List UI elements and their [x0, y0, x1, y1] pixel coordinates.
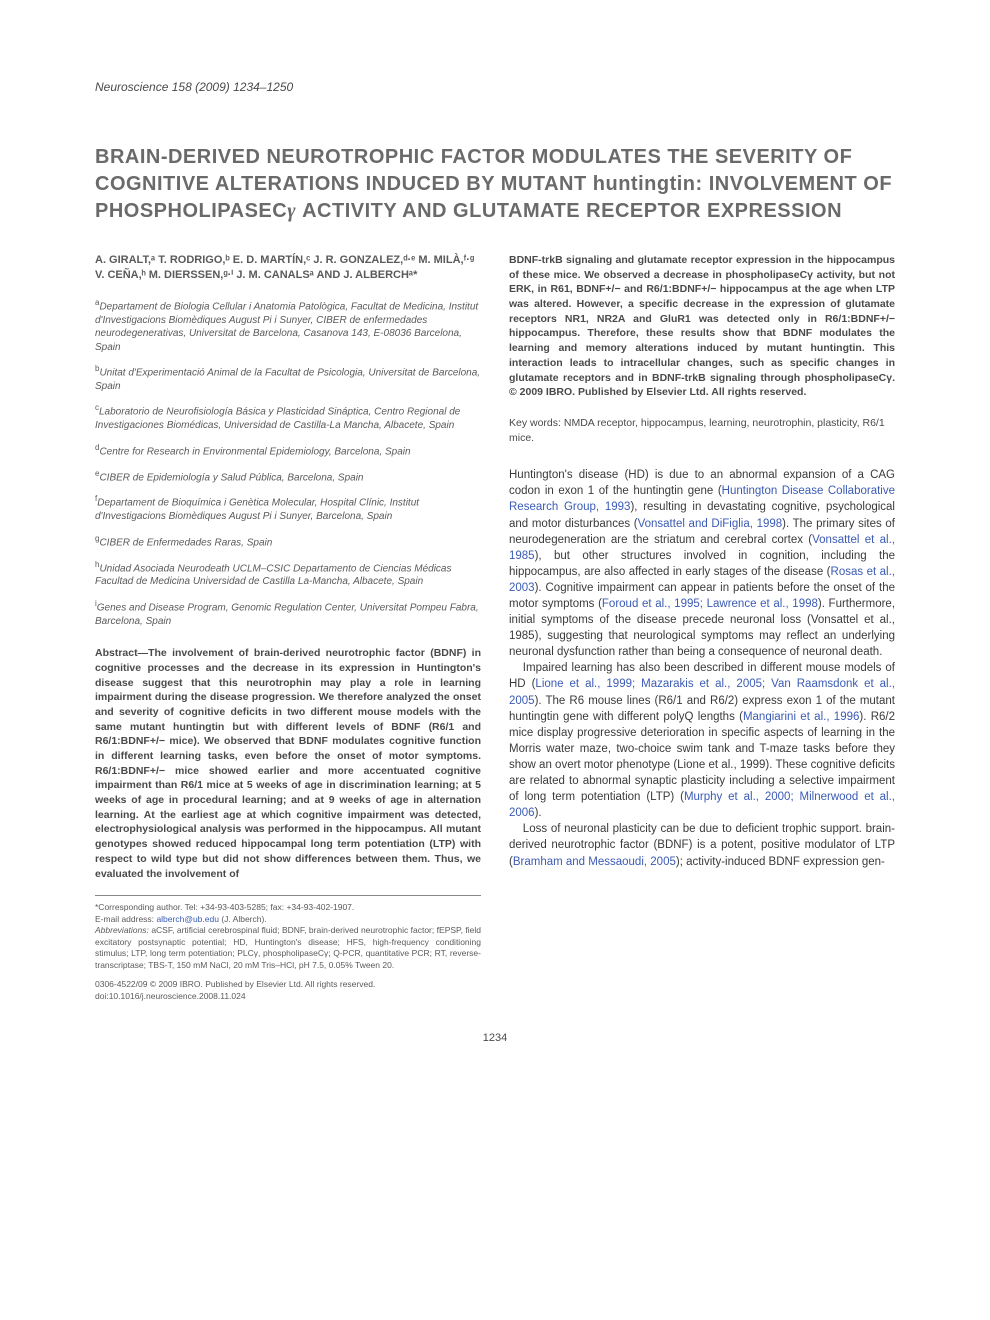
affiliation: dCentre for Research in Environmental Ep…: [95, 443, 481, 459]
abbrev-label: Abbreviations:: [95, 925, 149, 935]
reference-link[interactable]: Mangiarini et al., 1996: [743, 711, 859, 723]
affiliation-sup: e: [95, 469, 99, 478]
email-address[interactable]: alberch@ub.edu: [156, 914, 219, 924]
affiliation: fDepartament de Bioquímica i Genètica Mo…: [95, 494, 481, 523]
email-label: E-mail address:: [95, 914, 154, 924]
body-text: Huntington's disease (HD) is due to an a…: [509, 467, 895, 869]
affiliation-sup: d: [95, 443, 99, 452]
corresponding-author: *Corresponding author. Tel: +34-93-403-5…: [95, 902, 481, 913]
reference-link[interactable]: Foroud et al., 1995; Lawrence et al., 19…: [602, 598, 818, 610]
affiliation: hUnidad Asociada Neurodeath UCLM–CSIC De…: [95, 560, 481, 589]
affiliation-sup: b: [95, 364, 99, 373]
reference-link[interactable]: Vonsattel and DiFiglia, 1998: [638, 518, 783, 530]
abbrev-text: aCSF, artificial cerebrospinal fluid; BD…: [95, 925, 481, 969]
reference-link[interactable]: Rosas et al., 2003: [509, 566, 895, 594]
article-title: BRAIN-DERIVED NEUROTROPHIC FACTOR MODULA…: [95, 144, 895, 225]
body-paragraph: Impaired learning has also been describe…: [509, 660, 895, 821]
journal-citation: 158 (2009) 1234–1250: [172, 80, 293, 94]
keywords-block: Key words: NMDA receptor, hippocampus, l…: [509, 416, 895, 445]
affiliation: cLaboratorio de Neurofisiología Básica y…: [95, 403, 481, 432]
journal-header: Neuroscience 158 (2009) 1234–1250: [95, 80, 895, 94]
reference-link[interactable]: Lione et al., 1999: [535, 678, 632, 690]
email-line: E-mail address: alberch@ub.edu (J. Alber…: [95, 914, 481, 925]
title-part-lc: huntingtin: [593, 173, 696, 195]
authors-list: A. GIRALT,ᵃ T. RODRIGO,ᵇ E. D. MARTÍN,ᶜ …: [95, 253, 481, 284]
title-part-4: ACTIVITY AND GLUTAMATE RECEPTOR EXPRESSI…: [296, 200, 842, 222]
reference-link[interactable]: Huntington Disease Collaborative Researc…: [509, 485, 895, 513]
abstract-left: Abstract—The involvement of brain-derive…: [95, 646, 481, 881]
journal-name: Neuroscience: [95, 80, 168, 94]
reference-link[interactable]: Vonsattel et al., 1985: [509, 534, 895, 562]
affiliation-sup: f: [95, 494, 97, 503]
reference-link[interactable]: Vonsattel et al., 1985: [509, 534, 895, 562]
affiliation-sup: g: [95, 534, 99, 543]
body-paragraph: Loss of neuronal plasticity can be due t…: [509, 821, 895, 869]
left-column: A. GIRALT,ᵃ T. RODRIGO,ᵇ E. D. MARTÍN,ᶜ …: [95, 253, 481, 1002]
reference-link[interactable]: Lione et al., 1999; Mazarakis et al., 20…: [509, 678, 895, 706]
abbreviations-line: Abbreviations: aCSF, artificial cerebros…: [95, 925, 481, 971]
footnote-separator: [95, 895, 481, 896]
affiliation: eCIBER de Epidemiología y Salud Pública,…: [95, 469, 481, 485]
affiliation: iGenes and Disease Program, Genomic Regu…: [95, 599, 481, 628]
abstract-right: BDNF-trkB signaling and glutamate recept…: [509, 253, 895, 400]
affiliation: gCIBER de Enfermedades Raras, Spain: [95, 534, 481, 550]
reference-link[interactable]: Murphy et al., 2000; Milnerwood et al., …: [509, 791, 895, 819]
affiliation-sup: i: [95, 599, 97, 608]
right-column: BDNF-trkB signaling and glutamate recept…: [509, 253, 895, 1002]
footnote-block: *Corresponding author. Tel: +34-93-403-5…: [95, 902, 481, 971]
body-paragraph: Huntington's disease (HD) is due to an a…: [509, 467, 895, 660]
affiliation-sup: c: [95, 403, 99, 412]
affiliation-sup: a: [95, 298, 99, 307]
page-number: 1234: [95, 1032, 895, 1044]
affiliations-block: aDepartament de Biologia Cellular i Anat…: [95, 298, 481, 628]
doi-text: doi:10.1016/j.neuroscience.2008.11.024: [95, 991, 481, 1002]
affiliation: aDepartament de Biologia Cellular i Anat…: [95, 298, 481, 354]
email-person: (J. Alberch).: [221, 914, 266, 924]
reference-link[interactable]: Bramham and Messaoudi, 2005: [513, 856, 676, 868]
copyright-text: 0306-4522/09 © 2009 IBRO. Published by E…: [95, 979, 481, 990]
keywords-text: NMDA receptor, hippocampus, learning, ne…: [509, 417, 885, 444]
two-column-layout: A. GIRALT,ᵃ T. RODRIGO,ᵇ E. D. MARTÍN,ᶜ …: [95, 253, 895, 1002]
keywords-label: Key words:: [509, 417, 564, 429]
title-gamma: γ: [287, 200, 296, 222]
copyright-line: 0306-4522/09 © 2009 IBRO. Published by E…: [95, 979, 481, 1002]
affiliation-sup: h: [95, 560, 99, 569]
affiliation: bUnitat d'Experimentació Animal de la Fa…: [95, 364, 481, 393]
